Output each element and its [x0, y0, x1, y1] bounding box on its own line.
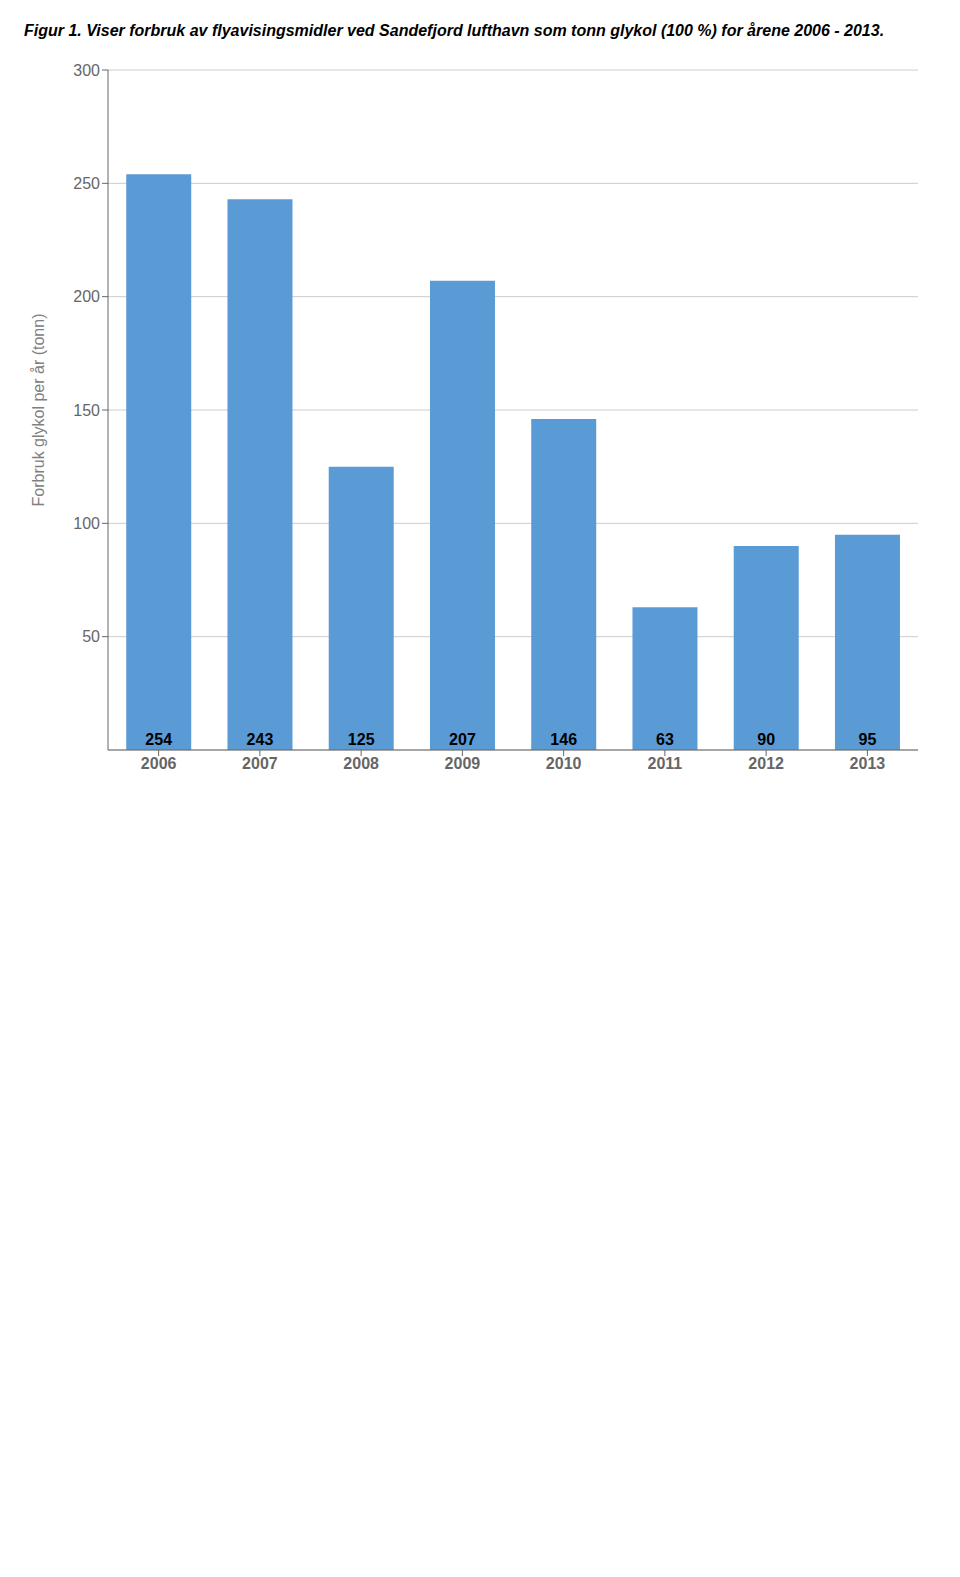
svg-text:146: 146	[550, 731, 577, 748]
svg-text:95: 95	[859, 731, 877, 748]
svg-text:125: 125	[348, 731, 375, 748]
svg-text:250: 250	[73, 175, 100, 192]
svg-text:63: 63	[656, 731, 674, 748]
svg-text:Forbruk glykol per år (tonn): Forbruk glykol per år (tonn)	[30, 314, 47, 507]
html-text:Figur 1. Viser forbruk av flya: Figur 1. Viser forbruk av flyavisingsmid…	[24, 22, 885, 39]
svg-text:2011: 2011	[648, 756, 683, 773]
svg-text:2012: 2012	[748, 756, 784, 773]
svg-text:50: 50	[82, 629, 100, 646]
svg-text:200: 200	[73, 289, 100, 306]
svg-text:2010: 2010	[546, 756, 582, 773]
svg-text:100: 100	[73, 515, 100, 532]
svg-text:2008: 2008	[343, 756, 379, 773]
svg-text:243: 243	[247, 731, 274, 748]
svg-text:207: 207	[449, 731, 476, 748]
svg-text:2009: 2009	[445, 756, 481, 773]
svg-text:2006: 2006	[141, 756, 177, 773]
svg-text:254: 254	[145, 731, 172, 748]
svg-text:2013: 2013	[850, 756, 886, 773]
svg-text:90: 90	[757, 731, 775, 748]
svg-text:2007: 2007	[242, 756, 278, 773]
svg-text:300: 300	[73, 62, 100, 79]
svg-text:150: 150	[73, 402, 100, 419]
